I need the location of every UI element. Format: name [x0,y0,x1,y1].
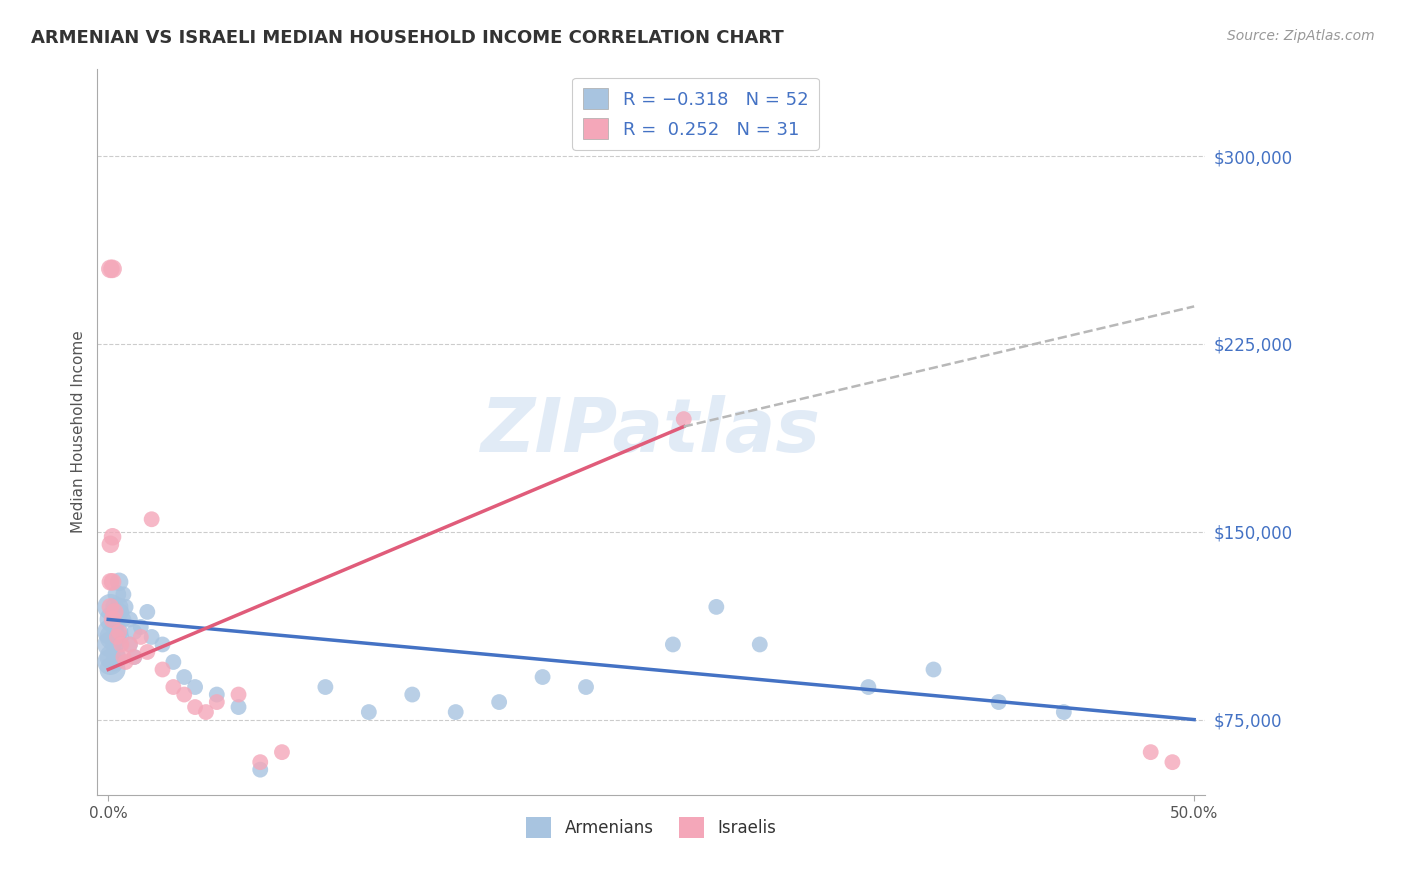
Point [101,261,124,276]
Point [122,624,145,639]
Point [205,688,228,702]
Point [704,599,727,614]
Point [922,663,945,677]
Point [101,630,124,644]
Point [228,688,250,702]
Point [1139,745,1161,759]
Point [104,620,127,634]
Point [110,637,132,651]
Point [112,650,135,665]
Point [575,680,598,694]
Point [194,705,217,719]
Point [108,624,131,639]
Point [531,670,554,684]
Point [112,587,135,601]
Point [104,605,127,619]
Point [100,655,122,669]
Point [162,655,184,669]
Point [129,630,152,644]
Point [1161,755,1184,769]
Point [108,624,131,639]
Point [122,650,145,665]
Point [100,599,122,614]
Point [108,574,131,589]
Point [228,700,250,714]
Point [662,637,685,651]
Point [152,637,174,651]
Text: ARMENIAN VS ISRAELI MEDIAN HOUSEHOLD INCOME CORRELATION CHART: ARMENIAN VS ISRAELI MEDIAN HOUSEHOLD INC… [31,29,783,46]
Y-axis label: Median Household Income: Median Household Income [72,330,86,533]
Point [105,630,128,644]
Point [101,530,124,544]
Point [110,630,132,644]
Point [249,763,271,777]
Point [249,755,271,769]
Point [129,620,152,634]
Point [488,695,510,709]
Point [357,705,380,719]
Point [987,695,1010,709]
Point [184,700,207,714]
Point [104,655,127,669]
Point [162,680,184,694]
Point [101,612,124,626]
Point [100,624,122,639]
Point [118,612,141,626]
Point [104,599,127,614]
Point [173,670,195,684]
Point [110,605,132,619]
Point [401,688,423,702]
Point [152,663,174,677]
Point [100,599,122,614]
Legend: Armenians, Israelis: Armenians, Israelis [520,811,783,845]
Point [114,655,136,669]
Point [118,637,141,651]
Point [101,612,124,626]
Point [205,695,228,709]
Point [105,587,128,601]
Text: Source: ZipAtlas.com: Source: ZipAtlas.com [1227,29,1375,43]
Point [444,705,467,719]
Point [748,637,770,651]
Point [136,645,159,659]
Point [100,637,122,651]
Point [105,630,128,644]
Point [108,599,131,614]
Point [184,680,207,694]
Point [118,637,141,651]
Point [271,745,294,759]
Point [104,637,127,651]
Point [141,512,163,526]
Point [100,537,122,551]
Point [314,680,336,694]
Point [101,574,124,589]
Point [141,630,163,644]
Point [105,612,128,626]
Point [672,412,695,426]
Point [100,574,122,589]
Point [1053,705,1076,719]
Point [101,663,124,677]
Point [101,650,124,665]
Point [112,612,135,626]
Text: ZIPatlas: ZIPatlas [481,395,821,468]
Point [858,680,880,694]
Point [105,650,128,665]
Point [136,605,159,619]
Point [122,650,145,665]
Point [100,261,122,276]
Point [114,599,136,614]
Point [173,688,195,702]
